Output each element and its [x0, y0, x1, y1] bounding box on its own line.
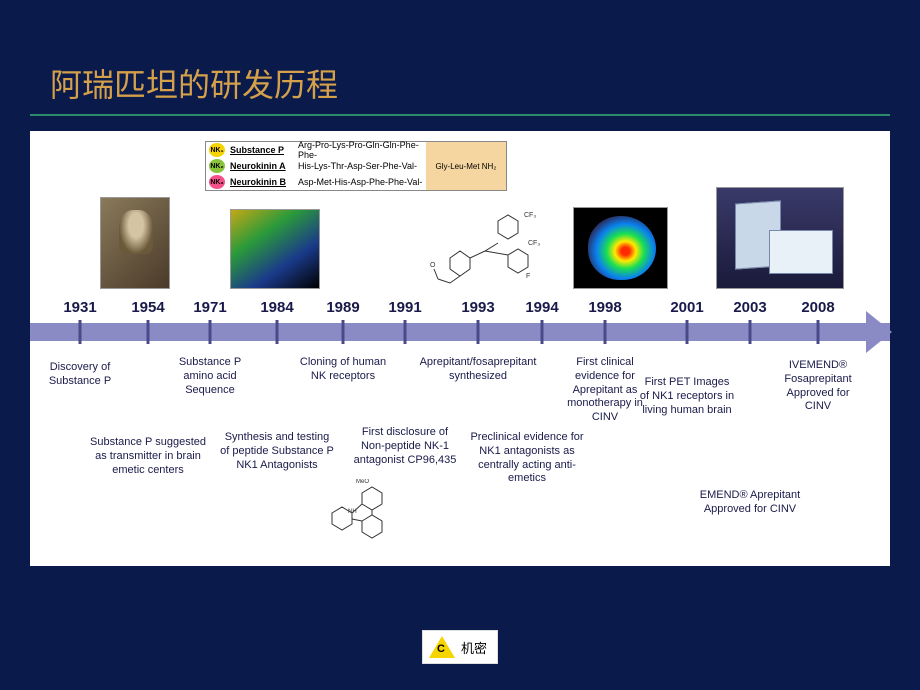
- nk3-badge: NK₃: [209, 175, 225, 189]
- nk1-badge: NK₁: [209, 143, 225, 157]
- tick-1991: [404, 320, 407, 344]
- nk-row-2: NK₂ Neurokinin A His-Lys-Thr-Asp-Ser-Phe…: [206, 158, 426, 174]
- tick-2008: [817, 320, 820, 344]
- year-1984: 1984: [260, 299, 293, 316]
- svg-text:CF₃: CF₃: [528, 240, 540, 247]
- year-2008: 2008: [801, 299, 834, 316]
- confidential-label: 机密: [461, 638, 487, 657]
- year-1971: 1971: [193, 299, 226, 316]
- nk3-label: Neurokinin B: [228, 177, 296, 187]
- nk-peptide-table: NK₁ Substance P Arg-Pro-Lys-Pro-Gln-Gln-…: [205, 141, 507, 191]
- tick-1971: [209, 320, 212, 344]
- nk-common-tail: Gly-Leu-Met NH₂: [426, 142, 506, 190]
- year-2001: 2001: [670, 299, 703, 316]
- nk-row-1: NK₁ Substance P Arg-Pro-Lys-Pro-Gln-Gln-…: [206, 142, 426, 158]
- event-e2008: IVEMEND® Fosaprepitant Approved for CINV: [773, 359, 863, 414]
- tick-1931: [79, 320, 82, 344]
- svg-text:NH: NH: [348, 509, 357, 515]
- year-1994: 1994: [525, 299, 558, 316]
- year-1993: 1993: [461, 299, 494, 316]
- event-e2003: EMEND® Aprepitant Approved for CINV: [693, 489, 808, 517]
- confidential-badge: C 机密: [422, 630, 498, 664]
- product-box-image: [716, 187, 844, 289]
- timeline-arrowhead: [866, 311, 892, 353]
- nk2-seq: His-Lys-Thr-Asp-Ser-Phe-Val-: [296, 161, 426, 171]
- event-e1989: Cloning of human NK receptors: [293, 356, 393, 384]
- event-e1991: First disclosure of Non-peptide NK-1 ant…: [350, 426, 460, 467]
- tick-1993: [477, 320, 480, 344]
- tick-1954: [147, 320, 150, 344]
- event-e1994: Preclinical evidence for NK1 antagonists…: [460, 431, 595, 486]
- brain-scan-image: [573, 207, 668, 289]
- event-e1954: Substance P suggested as transmitter in …: [83, 436, 213, 477]
- tick-1994: [541, 320, 544, 344]
- nk2-badge: NK₂: [209, 159, 225, 173]
- event-e2001: First PET Images of NK1 receptors in liv…: [640, 376, 735, 417]
- nk2-label: Neurokinin A: [228, 161, 296, 171]
- tick-1984: [276, 320, 279, 344]
- synthesis-image: [230, 209, 320, 289]
- nk-row-3: NK₃ Neurokinin B Asp-Met-His-Asp-Phe-Phe…: [206, 174, 426, 190]
- year-1931: 1931: [63, 299, 96, 316]
- year-1989: 1989: [326, 299, 359, 316]
- event-e1993: Aprepitant/fosaprepitant synthesized: [413, 356, 543, 384]
- svg-text:CF₃: CF₃: [524, 212, 536, 219]
- timeline-panel: NK₁ Substance P Arg-Pro-Lys-Pro-Gln-Gln-…: [30, 131, 890, 566]
- nk1-label: Substance P: [228, 145, 296, 155]
- svg-text:F: F: [526, 273, 530, 280]
- molecule-1993-structure: CF₃ CF₃ F O: [430, 203, 540, 291]
- timeline-bar: [30, 323, 890, 341]
- nk1-seq: Arg-Pro-Lys-Pro-Gln-Gln-Phe-Phe-: [296, 140, 426, 160]
- tick-1998: [604, 320, 607, 344]
- tick-1989: [342, 320, 345, 344]
- event-e1984: Synthesis and testing of peptide Substan…: [220, 431, 335, 472]
- svg-text:O: O: [430, 262, 436, 269]
- tick-2003: [749, 320, 752, 344]
- portrait-image: [100, 197, 170, 289]
- event-e1931: Discovery of Substance P: [40, 361, 120, 389]
- year-2003: 2003: [733, 299, 766, 316]
- svg-text:MeO: MeO: [356, 479, 369, 485]
- title-underline: [30, 114, 890, 116]
- year-1998: 1998: [588, 299, 621, 316]
- nk3-seq: Asp-Met-His-Asp-Phe-Phe-Val-: [296, 177, 426, 187]
- molecule-1991-structure: MeO NH: [320, 479, 400, 547]
- slide-title: 阿瑞匹坦的研发历程: [0, 0, 920, 114]
- tick-2001: [686, 320, 689, 344]
- event-e1971: Substance P amino acid Sequence: [170, 356, 250, 397]
- year-1954: 1954: [131, 299, 164, 316]
- warning-triangle-icon: C: [429, 636, 455, 658]
- year-1991: 1991: [388, 299, 421, 316]
